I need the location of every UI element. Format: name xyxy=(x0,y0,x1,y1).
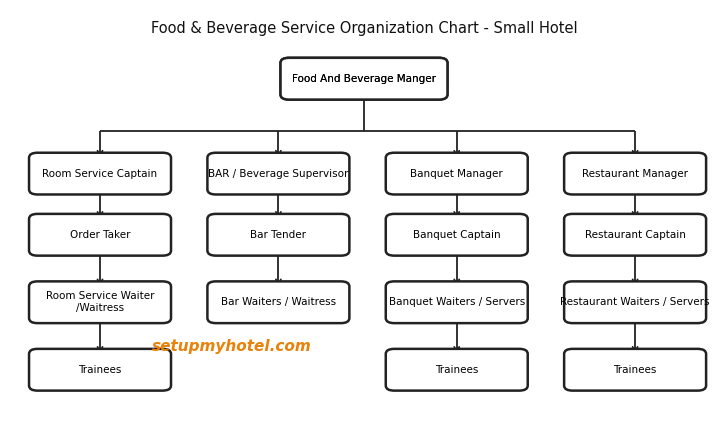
Text: Restaurant Waiters / Servers: Restaurant Waiters / Servers xyxy=(561,297,710,307)
FancyBboxPatch shape xyxy=(564,281,706,323)
Text: Bar Waiters / Waitress: Bar Waiters / Waitress xyxy=(221,297,336,307)
FancyBboxPatch shape xyxy=(207,153,349,194)
FancyBboxPatch shape xyxy=(207,281,349,323)
FancyBboxPatch shape xyxy=(386,214,528,256)
Text: BAR / Beverage Supervisor: BAR / Beverage Supervisor xyxy=(208,169,349,178)
FancyBboxPatch shape xyxy=(29,281,171,323)
Text: Room Service Captain: Room Service Captain xyxy=(42,169,157,178)
FancyBboxPatch shape xyxy=(207,214,349,256)
Text: Room Service Waiter
/Waitress: Room Service Waiter /Waitress xyxy=(46,291,154,313)
Text: setupmyhotel.com: setupmyhotel.com xyxy=(152,339,312,354)
Text: Trainees: Trainees xyxy=(79,365,122,375)
Text: Trainees: Trainees xyxy=(614,365,657,375)
Text: Food And Beverage Manger: Food And Beverage Manger xyxy=(292,74,436,84)
FancyBboxPatch shape xyxy=(29,153,171,194)
Text: Food And Beverage Manger: Food And Beverage Manger xyxy=(292,74,436,84)
FancyBboxPatch shape xyxy=(564,214,706,256)
FancyBboxPatch shape xyxy=(280,58,448,99)
Text: Order Taker: Order Taker xyxy=(70,230,130,240)
Text: Banquet Manager: Banquet Manager xyxy=(411,169,503,178)
FancyBboxPatch shape xyxy=(386,349,528,391)
FancyBboxPatch shape xyxy=(564,153,706,194)
FancyBboxPatch shape xyxy=(29,214,171,256)
Text: Banquet Waiters / Servers: Banquet Waiters / Servers xyxy=(389,297,525,307)
FancyBboxPatch shape xyxy=(29,349,171,391)
FancyBboxPatch shape xyxy=(564,349,706,391)
FancyBboxPatch shape xyxy=(386,153,528,194)
Text: Bar Tender: Bar Tender xyxy=(250,230,306,240)
Text: Food & Beverage Service Organization Chart - Small Hotel: Food & Beverage Service Organization Cha… xyxy=(151,20,577,36)
Text: Trainees: Trainees xyxy=(435,365,478,375)
Text: Banquet Captain: Banquet Captain xyxy=(413,230,501,240)
Text: Restaurant Captain: Restaurant Captain xyxy=(585,230,686,240)
Text: Restaurant Manager: Restaurant Manager xyxy=(582,169,688,178)
FancyBboxPatch shape xyxy=(386,281,528,323)
FancyBboxPatch shape xyxy=(280,58,448,99)
